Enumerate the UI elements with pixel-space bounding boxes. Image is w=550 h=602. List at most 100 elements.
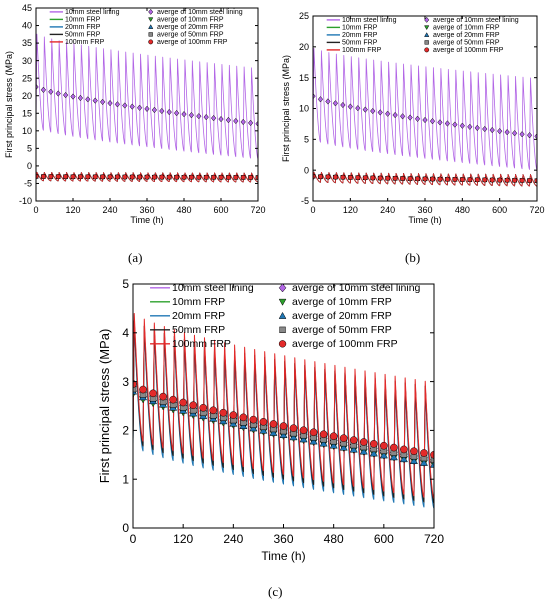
average-marker-5 (92, 97, 98, 104)
average-marker-9 (203, 174, 209, 180)
average-marker-9 (219, 408, 228, 417)
average-marker-9 (339, 434, 348, 443)
panel-label-c: (c) (268, 584, 283, 599)
average-marker-5 (144, 105, 150, 113)
average-marker-9 (429, 176, 436, 182)
legend-label: 100mm FRP (65, 39, 105, 46)
average-marker-9 (332, 174, 338, 180)
x-tick-label: 600 (492, 205, 507, 215)
legend-label: 20mm FRP (342, 32, 378, 39)
series-line-4 (313, 171, 537, 187)
y-tick-label: 4 (122, 326, 129, 340)
average-marker-5 (340, 101, 346, 109)
legend-marker (148, 39, 154, 45)
average-marker-5 (188, 112, 195, 119)
x-tick-label: 720 (424, 532, 444, 546)
average-marker-9 (199, 403, 208, 412)
average-marker-9 (137, 174, 143, 180)
average-marker-9 (390, 443, 398, 452)
average-marker-9 (317, 174, 324, 180)
legend-label: averge of 20mm FRP (433, 32, 500, 39)
average-marker-9 (407, 176, 413, 182)
average-marker-9 (144, 174, 150, 180)
legend-label: averge of 10mm FRP (292, 296, 392, 308)
x-axis-label: Time (h) (408, 215, 441, 225)
legend-label: averge of 10mm steel lining (433, 17, 519, 24)
legend-label: averge of 10mm FRP (157, 17, 224, 24)
legend-label: averge of 10mm steel lining (157, 9, 243, 16)
average-marker-9 (48, 174, 54, 180)
average-marker-9 (122, 174, 128, 180)
legend-label: averge of 50mm FRP (433, 40, 500, 47)
series-line-0 (313, 47, 537, 171)
x-tick-label: 600 (213, 205, 228, 215)
y-tick-label: 5 (122, 277, 129, 291)
legend-label: 100mm FRP (172, 338, 231, 350)
average-marker-5 (181, 110, 187, 118)
plot-area (133, 312, 434, 509)
average-marker-9 (519, 177, 525, 183)
average-marker-9 (85, 174, 91, 180)
legend-label: averge of 50mm FRP (157, 32, 224, 39)
legend-marker (424, 47, 430, 53)
average-marker-9 (70, 174, 76, 180)
y-tick-label: 20 (22, 91, 32, 101)
x-tick-label: 120 (343, 205, 358, 215)
x-tick-label: 0 (130, 532, 137, 546)
average-marker-7 (409, 456, 418, 464)
average-marker-5 (497, 127, 503, 135)
average-marker-9 (400, 445, 408, 454)
average-marker-9 (319, 430, 328, 439)
legend-label: 20mm FRP (65, 24, 101, 31)
legend-marker (278, 311, 287, 319)
average-marker-5 (107, 99, 113, 107)
average-marker-5 (385, 110, 391, 117)
average-marker-9 (100, 174, 106, 180)
average-marker-5 (407, 114, 413, 121)
average-marker-5 (370, 107, 376, 115)
average-marker-9 (400, 175, 406, 182)
average-marker-5 (534, 133, 537, 140)
average-marker-9 (347, 174, 353, 181)
y-tick-label: 0 (122, 521, 129, 535)
average-marker-9 (504, 177, 510, 183)
x-tick-label: 240 (102, 205, 117, 215)
average-marker-7 (299, 435, 308, 443)
average-marker-9 (151, 174, 157, 180)
average-marker-5 (62, 91, 69, 99)
legend-label: 20mm FRP (172, 310, 225, 322)
legend-marker (278, 298, 287, 306)
average-marker-5 (159, 107, 165, 115)
average-marker-9 (459, 176, 465, 183)
x-tick-label: 120 (173, 532, 193, 546)
average-marker-5 (151, 106, 158, 114)
average-marker-7 (269, 428, 278, 436)
average-marker-9 (40, 173, 46, 180)
legend-label: averge of 100mm FRP (292, 338, 398, 350)
x-tick-label: 240 (380, 205, 395, 215)
legend-label: 10mm FRP (172, 296, 225, 308)
average-marker-9 (444, 176, 450, 182)
legend-marker (148, 24, 154, 29)
average-marker-9 (420, 449, 428, 457)
average-marker-5 (317, 96, 324, 103)
average-marker-9 (414, 176, 421, 182)
average-marker-7 (309, 437, 318, 445)
average-marker-7 (329, 441, 338, 449)
legend-label: averge of 100mm FRP (433, 47, 504, 54)
legend-label: 50mm FRP (172, 324, 225, 336)
x-tick-label: 600 (374, 532, 394, 546)
average-marker-9 (92, 174, 98, 180)
average-marker-9 (55, 174, 61, 180)
legend-label: 10mm FRP (342, 25, 378, 32)
average-marker-5 (77, 94, 84, 102)
x-tick-label: 480 (455, 205, 470, 215)
average-marker-9 (452, 176, 458, 182)
average-marker-5 (55, 90, 61, 97)
x-tick-label: 720 (250, 205, 265, 215)
average-marker-9 (166, 174, 172, 180)
average-marker-9 (299, 426, 308, 435)
average-marker-9 (489, 177, 495, 183)
legend-marker (148, 32, 153, 37)
y-tick-label: 15 (22, 108, 32, 118)
